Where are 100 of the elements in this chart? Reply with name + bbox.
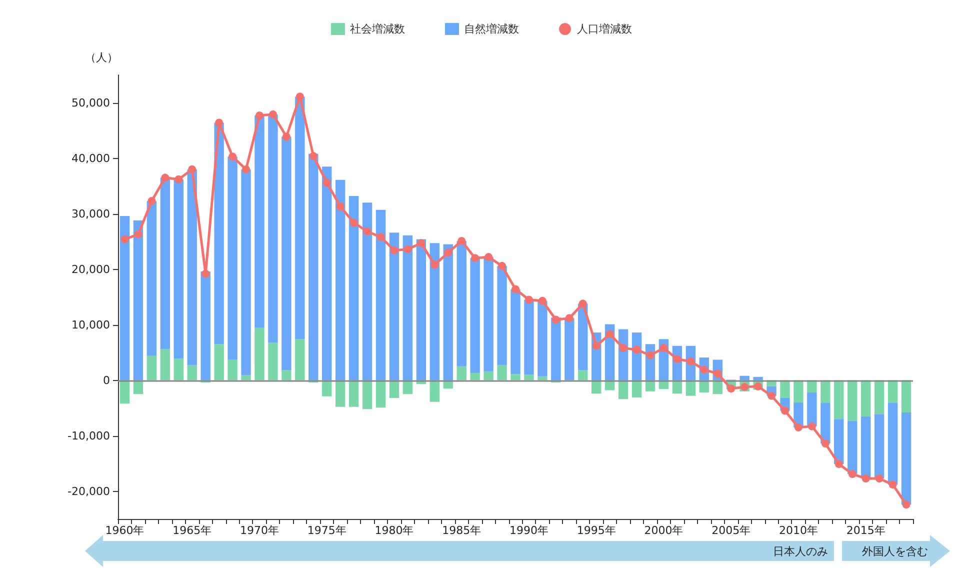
bar [200, 271, 210, 380]
point [148, 196, 156, 205]
bar [241, 169, 251, 376]
point [242, 165, 250, 174]
bar [160, 178, 170, 350]
point [565, 314, 574, 322]
point [660, 344, 668, 352]
point [552, 316, 560, 324]
point [512, 285, 520, 294]
bar [860, 416, 871, 478]
point [727, 384, 736, 393]
bar [551, 318, 561, 380]
bar [308, 154, 318, 380]
bar [443, 244, 453, 380]
bar [524, 300, 534, 375]
bar [187, 365, 197, 380]
bar [214, 122, 224, 344]
bar [901, 380, 912, 412]
point [376, 233, 385, 242]
x-tick-label: 1980年 [374, 524, 414, 537]
bar [228, 156, 238, 360]
bar [497, 365, 507, 380]
point [875, 474, 884, 482]
bar [389, 232, 400, 380]
bar [524, 374, 534, 380]
bar [282, 136, 292, 370]
bar [538, 376, 548, 380]
bar [888, 380, 898, 404]
x-tick-label: 2005年 [712, 524, 751, 537]
point [834, 460, 843, 468]
bar [254, 116, 264, 328]
point [390, 246, 398, 254]
x-tick-label: 1995年 [576, 524, 616, 537]
bar [874, 414, 884, 478]
bar [848, 380, 858, 421]
bar [402, 235, 413, 380]
point [120, 235, 129, 244]
point [228, 152, 237, 161]
bar [174, 358, 184, 380]
y-tick-label: 20,000 [72, 262, 110, 276]
bar [348, 196, 359, 380]
x-tick-label: 1975年 [307, 524, 346, 537]
point [202, 270, 210, 278]
bar [362, 202, 372, 380]
point [444, 248, 452, 257]
bar [241, 375, 251, 380]
bar [510, 374, 520, 380]
point [619, 344, 628, 352]
point [255, 112, 264, 120]
point [430, 260, 439, 269]
bar [254, 328, 264, 380]
point [781, 406, 789, 415]
bar [295, 339, 305, 380]
point [336, 202, 344, 211]
point [888, 480, 897, 489]
point [538, 296, 546, 305]
text: 外国人を含む [862, 545, 928, 558]
point [458, 236, 466, 245]
point [606, 330, 614, 338]
point [848, 470, 856, 478]
y-tick-label: 40,000 [72, 152, 110, 165]
point [484, 253, 493, 262]
bar [174, 179, 184, 359]
point [296, 92, 304, 101]
bar [146, 356, 157, 380]
point [673, 355, 682, 364]
point [686, 357, 695, 366]
bar [416, 239, 426, 380]
bar [228, 360, 238, 380]
point [646, 351, 654, 360]
bar [160, 349, 170, 380]
bar [362, 380, 372, 410]
bar [484, 257, 494, 372]
bar [376, 210, 386, 380]
point [350, 218, 358, 227]
y-tick-label: 10,000 [72, 318, 110, 332]
y-tick-label: 30,000 [72, 207, 110, 220]
point [768, 392, 776, 400]
text: 日本人のみ [773, 545, 828, 558]
x-tick-label: 1985年 [442, 524, 482, 537]
bar [794, 380, 804, 402]
point [902, 500, 910, 509]
bar [538, 300, 548, 376]
bar [146, 200, 157, 356]
bar [820, 403, 830, 444]
legend-label: 社会増減数 [350, 22, 405, 36]
bar [470, 373, 480, 380]
bar [510, 289, 520, 374]
x-tick-label: 2015年 [846, 524, 886, 537]
point [808, 422, 816, 430]
bar [335, 380, 346, 407]
bar [780, 380, 790, 398]
point [862, 474, 870, 482]
point [578, 300, 587, 308]
point [309, 152, 318, 160]
bar [901, 412, 912, 505]
point [363, 228, 372, 236]
x-tick-label: 2000年 [644, 524, 684, 537]
y-tick-label: -10,000 [68, 429, 110, 442]
point [498, 262, 506, 270]
